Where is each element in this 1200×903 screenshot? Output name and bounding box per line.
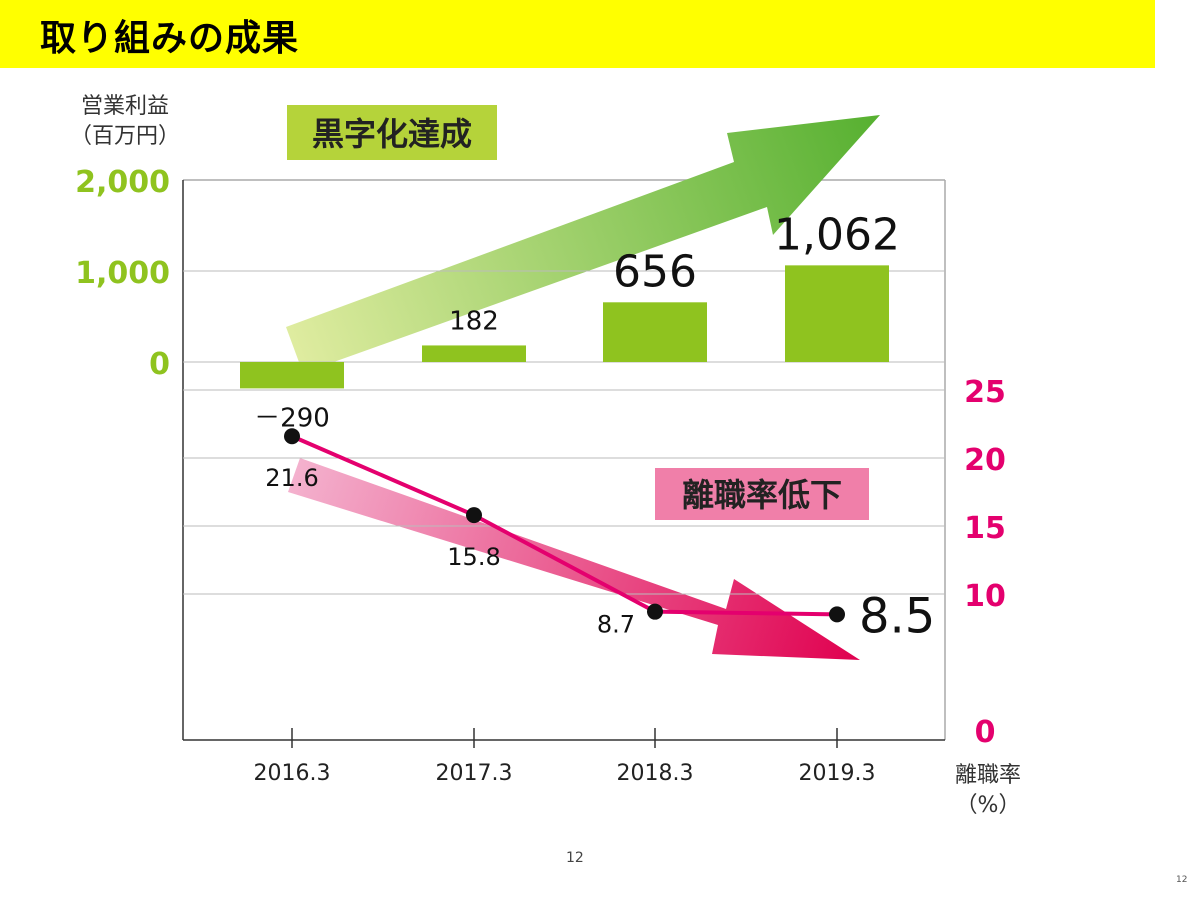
profit-axis-title: 営業利益 [81, 94, 169, 119]
x-category-label: 2016.3 [254, 761, 331, 786]
page-number: 12 [566, 850, 584, 866]
profit-value-label: 656 [613, 246, 697, 297]
profit-bar [603, 302, 707, 362]
slide-title: 取り組みの成果 [40, 18, 300, 59]
profit-bar [422, 345, 526, 362]
profit-axis-unit: （百万円） [70, 124, 180, 149]
corner-page-number: 12 [1176, 875, 1188, 885]
turnover-badge-label: 離職率低下 [682, 476, 842, 514]
profit-bar [785, 265, 889, 362]
turnover-point [466, 507, 482, 524]
rate-axis-title: 離職率 [955, 763, 1021, 788]
profit-trend-arrow [286, 115, 880, 373]
profit-axis-tick: 2,000 [75, 165, 170, 200]
turnover-trend-arrow [288, 458, 860, 660]
x-category-label: 2017.3 [436, 761, 513, 786]
title-band [0, 0, 1155, 68]
x-category-label: 2019.3 [799, 761, 876, 786]
rate-axis-tick: 20 [964, 443, 1006, 478]
profit-value-label: 182 [449, 306, 499, 336]
rate-axis-tick: 0 [975, 715, 996, 750]
turnover-line [291, 434, 838, 617]
profit-badge-label: 黒字化達成 [312, 115, 472, 153]
turnover-value-label: 21.6 [265, 464, 318, 492]
rate-axis-tick: 15 [964, 511, 1006, 546]
turnover-point [647, 603, 663, 620]
turnover-point [284, 428, 300, 445]
x-category-label: 2018.3 [617, 761, 694, 786]
rate-axis-tick: 25 [964, 375, 1006, 410]
profit-value-label: －290 [254, 403, 330, 433]
turnover-value-label: 15.8 [447, 543, 500, 571]
profit-bar [240, 362, 344, 389]
rate-axis-tick: 10 [964, 579, 1006, 614]
turnover-value-label: 8.5 [859, 588, 935, 644]
profit-badge-box [287, 105, 497, 160]
rate-axis-unit: （%） [956, 793, 1021, 818]
profit-axis-tick: 1,000 [75, 256, 170, 291]
profit-value-label: 1,062 [774, 209, 900, 260]
turnover-badge-box [655, 468, 869, 520]
profit-axis-tick: 0 [149, 347, 170, 382]
turnover-value-label: 8.7 [597, 611, 635, 639]
turnover-point [829, 606, 845, 623]
